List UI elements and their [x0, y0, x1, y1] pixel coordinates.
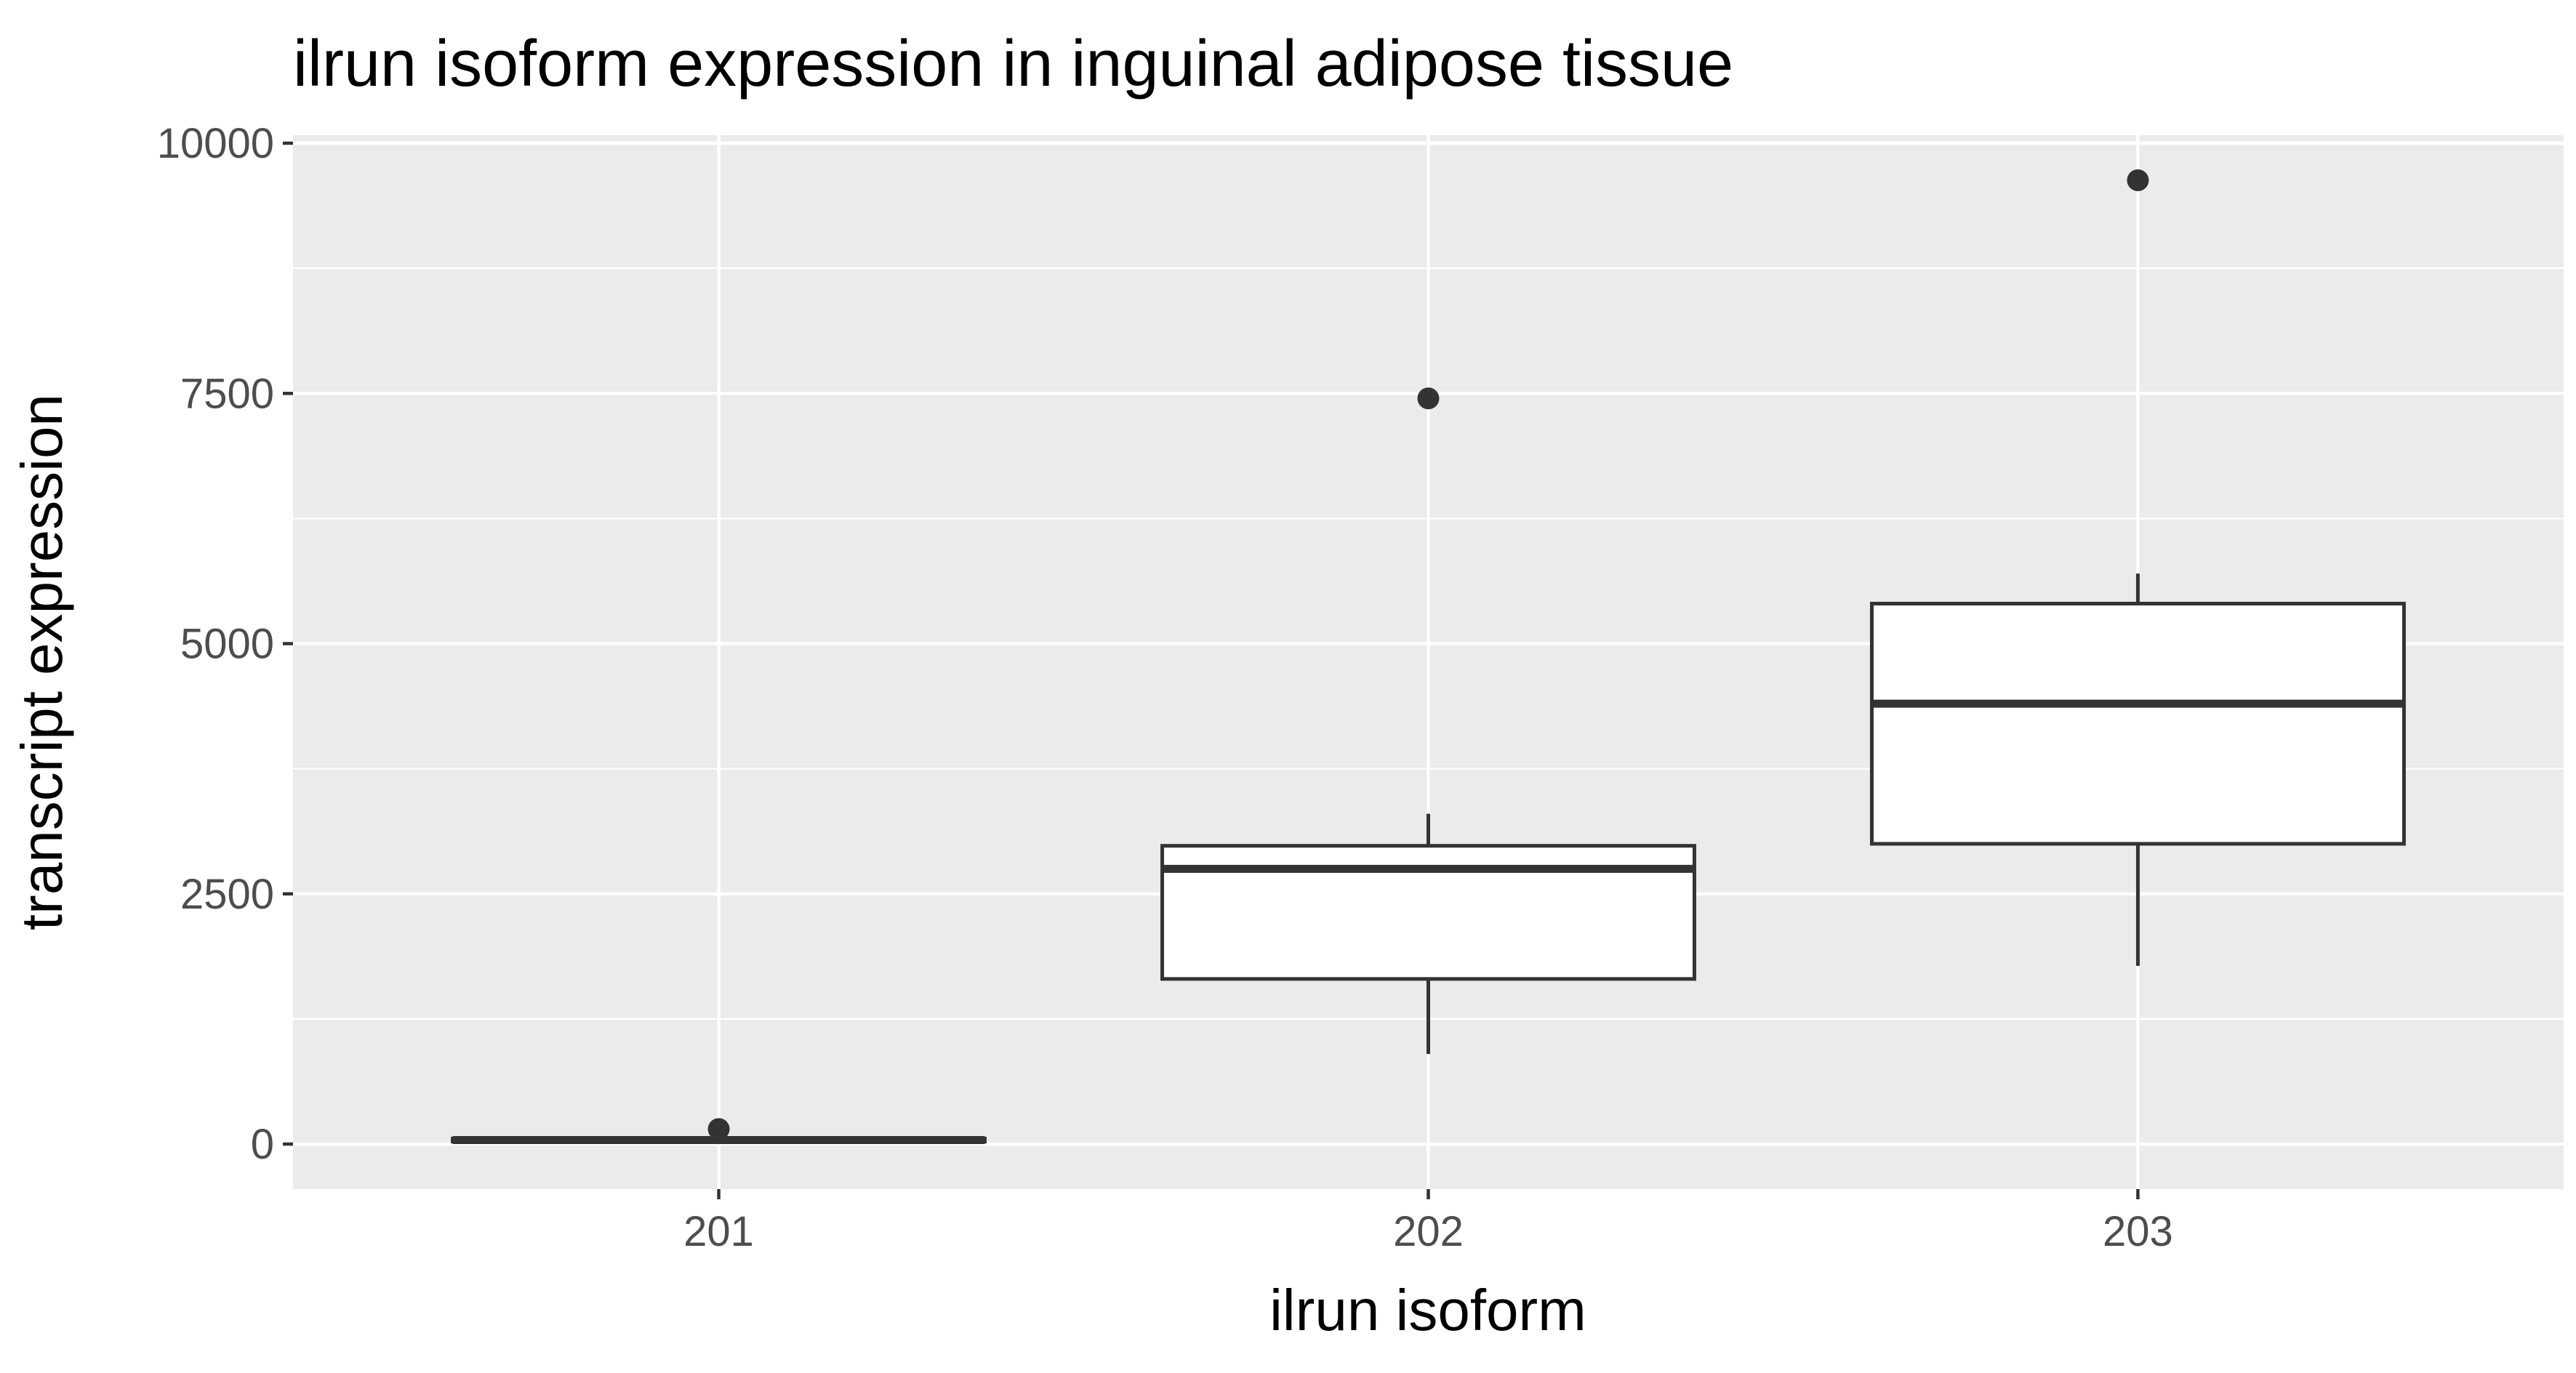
y-tick-label: 5000	[180, 621, 274, 668]
x-axis: 201 202 203	[683, 1189, 2173, 1255]
y-axis-title: transcript expression	[9, 394, 74, 930]
y-tick-label: 7500	[180, 370, 274, 417]
iqr-box	[1869, 601, 2406, 846]
outlier-point	[1417, 387, 1440, 410]
boxplot-202	[1160, 387, 1696, 1055]
y-axis: 0 2500 5000 7500 10000	[157, 120, 293, 1168]
x-axis-title: ilrun isoform	[1269, 1278, 1586, 1342]
y-tick-label: 10000	[157, 120, 274, 167]
outlier-point	[707, 1118, 730, 1140]
x-tick-label: 202	[1393, 1208, 1464, 1255]
x-tick-label: 203	[2103, 1208, 2173, 1255]
y-tick-label: 2500	[180, 871, 274, 918]
boxplot-203	[1869, 169, 2406, 966]
boxplots	[451, 169, 2406, 1145]
x-tick-label: 201	[683, 1208, 754, 1255]
chart-title: ilrun isoform expression in inguinal adi…	[293, 28, 1733, 100]
y-tick-label: 0	[251, 1121, 274, 1168]
boxplot-201	[451, 1118, 987, 1145]
outlier-point	[2127, 169, 2149, 191]
